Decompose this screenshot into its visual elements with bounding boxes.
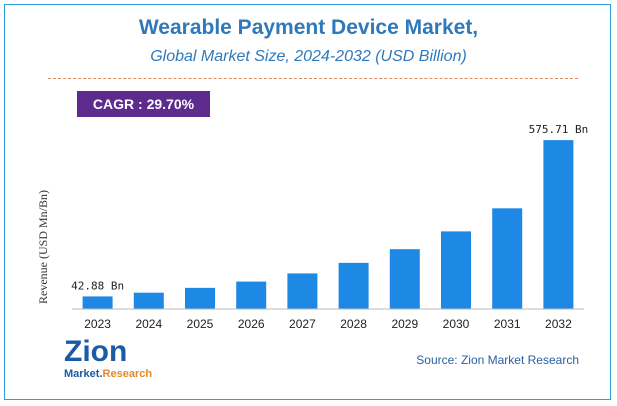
bar-2029 (389, 249, 420, 309)
bar-2025 (185, 287, 215, 309)
bar-2024 (133, 292, 164, 309)
data-labels: 42.88 Bn 575.71 Bn (71, 123, 588, 292)
y-axis-label: Revenue (USD Mn/Bn) (36, 190, 50, 304)
source-note: Source: Zion Market Research (416, 353, 579, 367)
x-tick-2030: 2030 (443, 317, 470, 331)
chart-subtitle: Global Market Size, 2024-2032 (USD Billi… (150, 48, 467, 65)
x-tick-2026: 2026 (238, 317, 265, 331)
logo-wordmark: Zion (64, 335, 128, 368)
x-tick-2029: 2029 (391, 317, 418, 331)
x-tick-labels: 2023 2024 2025 2026 2027 2028 2029 2030 2031 2032 (84, 317, 572, 331)
data-label-2032: 575.71 Bn (529, 123, 589, 136)
bar-2027 (287, 273, 318, 309)
cagr-badge: CAGR : 29.70% (77, 91, 210, 117)
logo-sub-left: Market. (64, 368, 103, 380)
x-tick-2028: 2028 (340, 317, 367, 331)
data-label-2023: 42.88 Bn (71, 279, 124, 292)
bars-group (82, 140, 574, 309)
bar-2031 (492, 208, 523, 309)
x-tick-2023: 2023 (84, 317, 111, 331)
bar-2023 (82, 296, 113, 309)
x-tick-2032: 2032 (545, 317, 572, 331)
x-tick-2031: 2031 (494, 317, 521, 331)
x-tick-2024: 2024 (135, 317, 162, 331)
bar-2032 (543, 140, 574, 309)
title-divider (48, 78, 578, 79)
bar-2028 (338, 262, 369, 309)
logo-subtitle: Market.Research (64, 367, 152, 381)
chart-title: Wearable Payment Device Market, (138, 16, 479, 39)
x-tick-2027: 2027 (289, 317, 316, 331)
x-tick-2025: 2025 (187, 317, 214, 331)
logo-sub-right: Research (102, 368, 153, 380)
zion-logo: Zion Market.Research (64, 336, 152, 384)
bar-2030 (441, 231, 471, 309)
bar-2026 (236, 281, 267, 309)
chart-frame (4, 4, 611, 400)
